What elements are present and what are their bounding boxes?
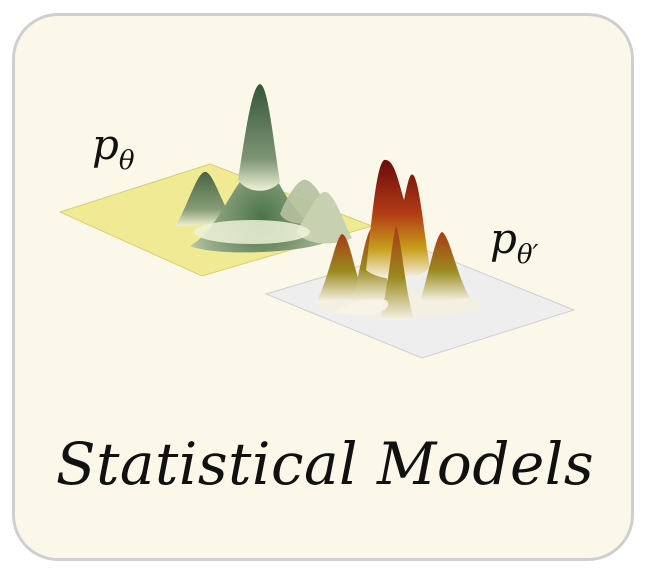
model-b-label: pθ′ [490,214,539,270]
surface-b [316,159,484,320]
caption-title: Statistical Models [55,430,595,498]
surface-a [176,84,352,253]
model-a-label: pθ [92,120,135,176]
